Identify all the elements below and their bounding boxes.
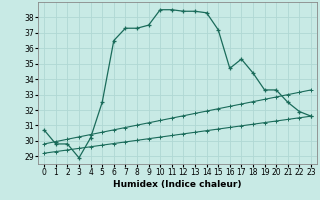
X-axis label: Humidex (Indice chaleur): Humidex (Indice chaleur)	[113, 180, 242, 189]
